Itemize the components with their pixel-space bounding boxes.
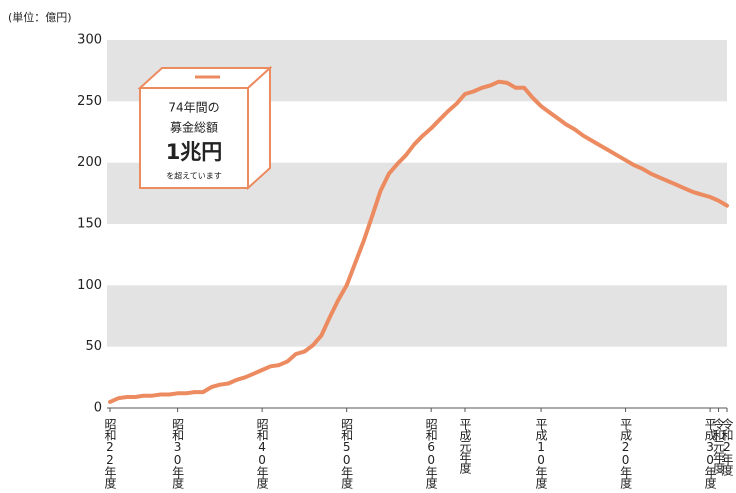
unit-label: (単位：億円)	[8, 10, 72, 24]
y-tick-label: 50	[85, 339, 102, 354]
y-tick-label: 200	[77, 155, 102, 170]
x-tick-label: 昭和60年度	[424, 418, 438, 489]
annotation-text: 74年間の	[168, 101, 219, 115]
y-tick-label: 150	[77, 217, 102, 232]
annotation-text: 1兆円	[166, 140, 223, 164]
box-side	[247, 65, 271, 191]
box-front	[139, 87, 249, 189]
y-tick-label: 100	[77, 278, 102, 293]
x-tick-label: 平成30年度	[703, 418, 717, 489]
y-tick-label: 250	[77, 94, 102, 109]
x-tick-label: 令和2年度	[720, 417, 734, 476]
x-tick-label: 昭和40年度	[255, 418, 269, 489]
y-tick-label: 300	[77, 33, 102, 48]
x-tick-label: 平成10年度	[534, 418, 548, 489]
annotation-text: 募金総額	[170, 120, 218, 135]
x-tick-label: 平成元年度	[458, 418, 472, 474]
x-tick-label: 平成20年度	[619, 418, 633, 489]
x-tick-label: 昭和50年度	[340, 418, 354, 489]
x-tick-label: 令和元年度	[712, 417, 726, 474]
data-line	[108, 79, 729, 404]
y-tick-label: 0	[94, 401, 102, 416]
x-tick-label: 昭和30年度	[171, 418, 185, 489]
annotation-text: を超えています	[166, 171, 222, 181]
grid-band	[107, 285, 727, 347]
x-tick-label: 昭和22年度	[103, 418, 117, 489]
